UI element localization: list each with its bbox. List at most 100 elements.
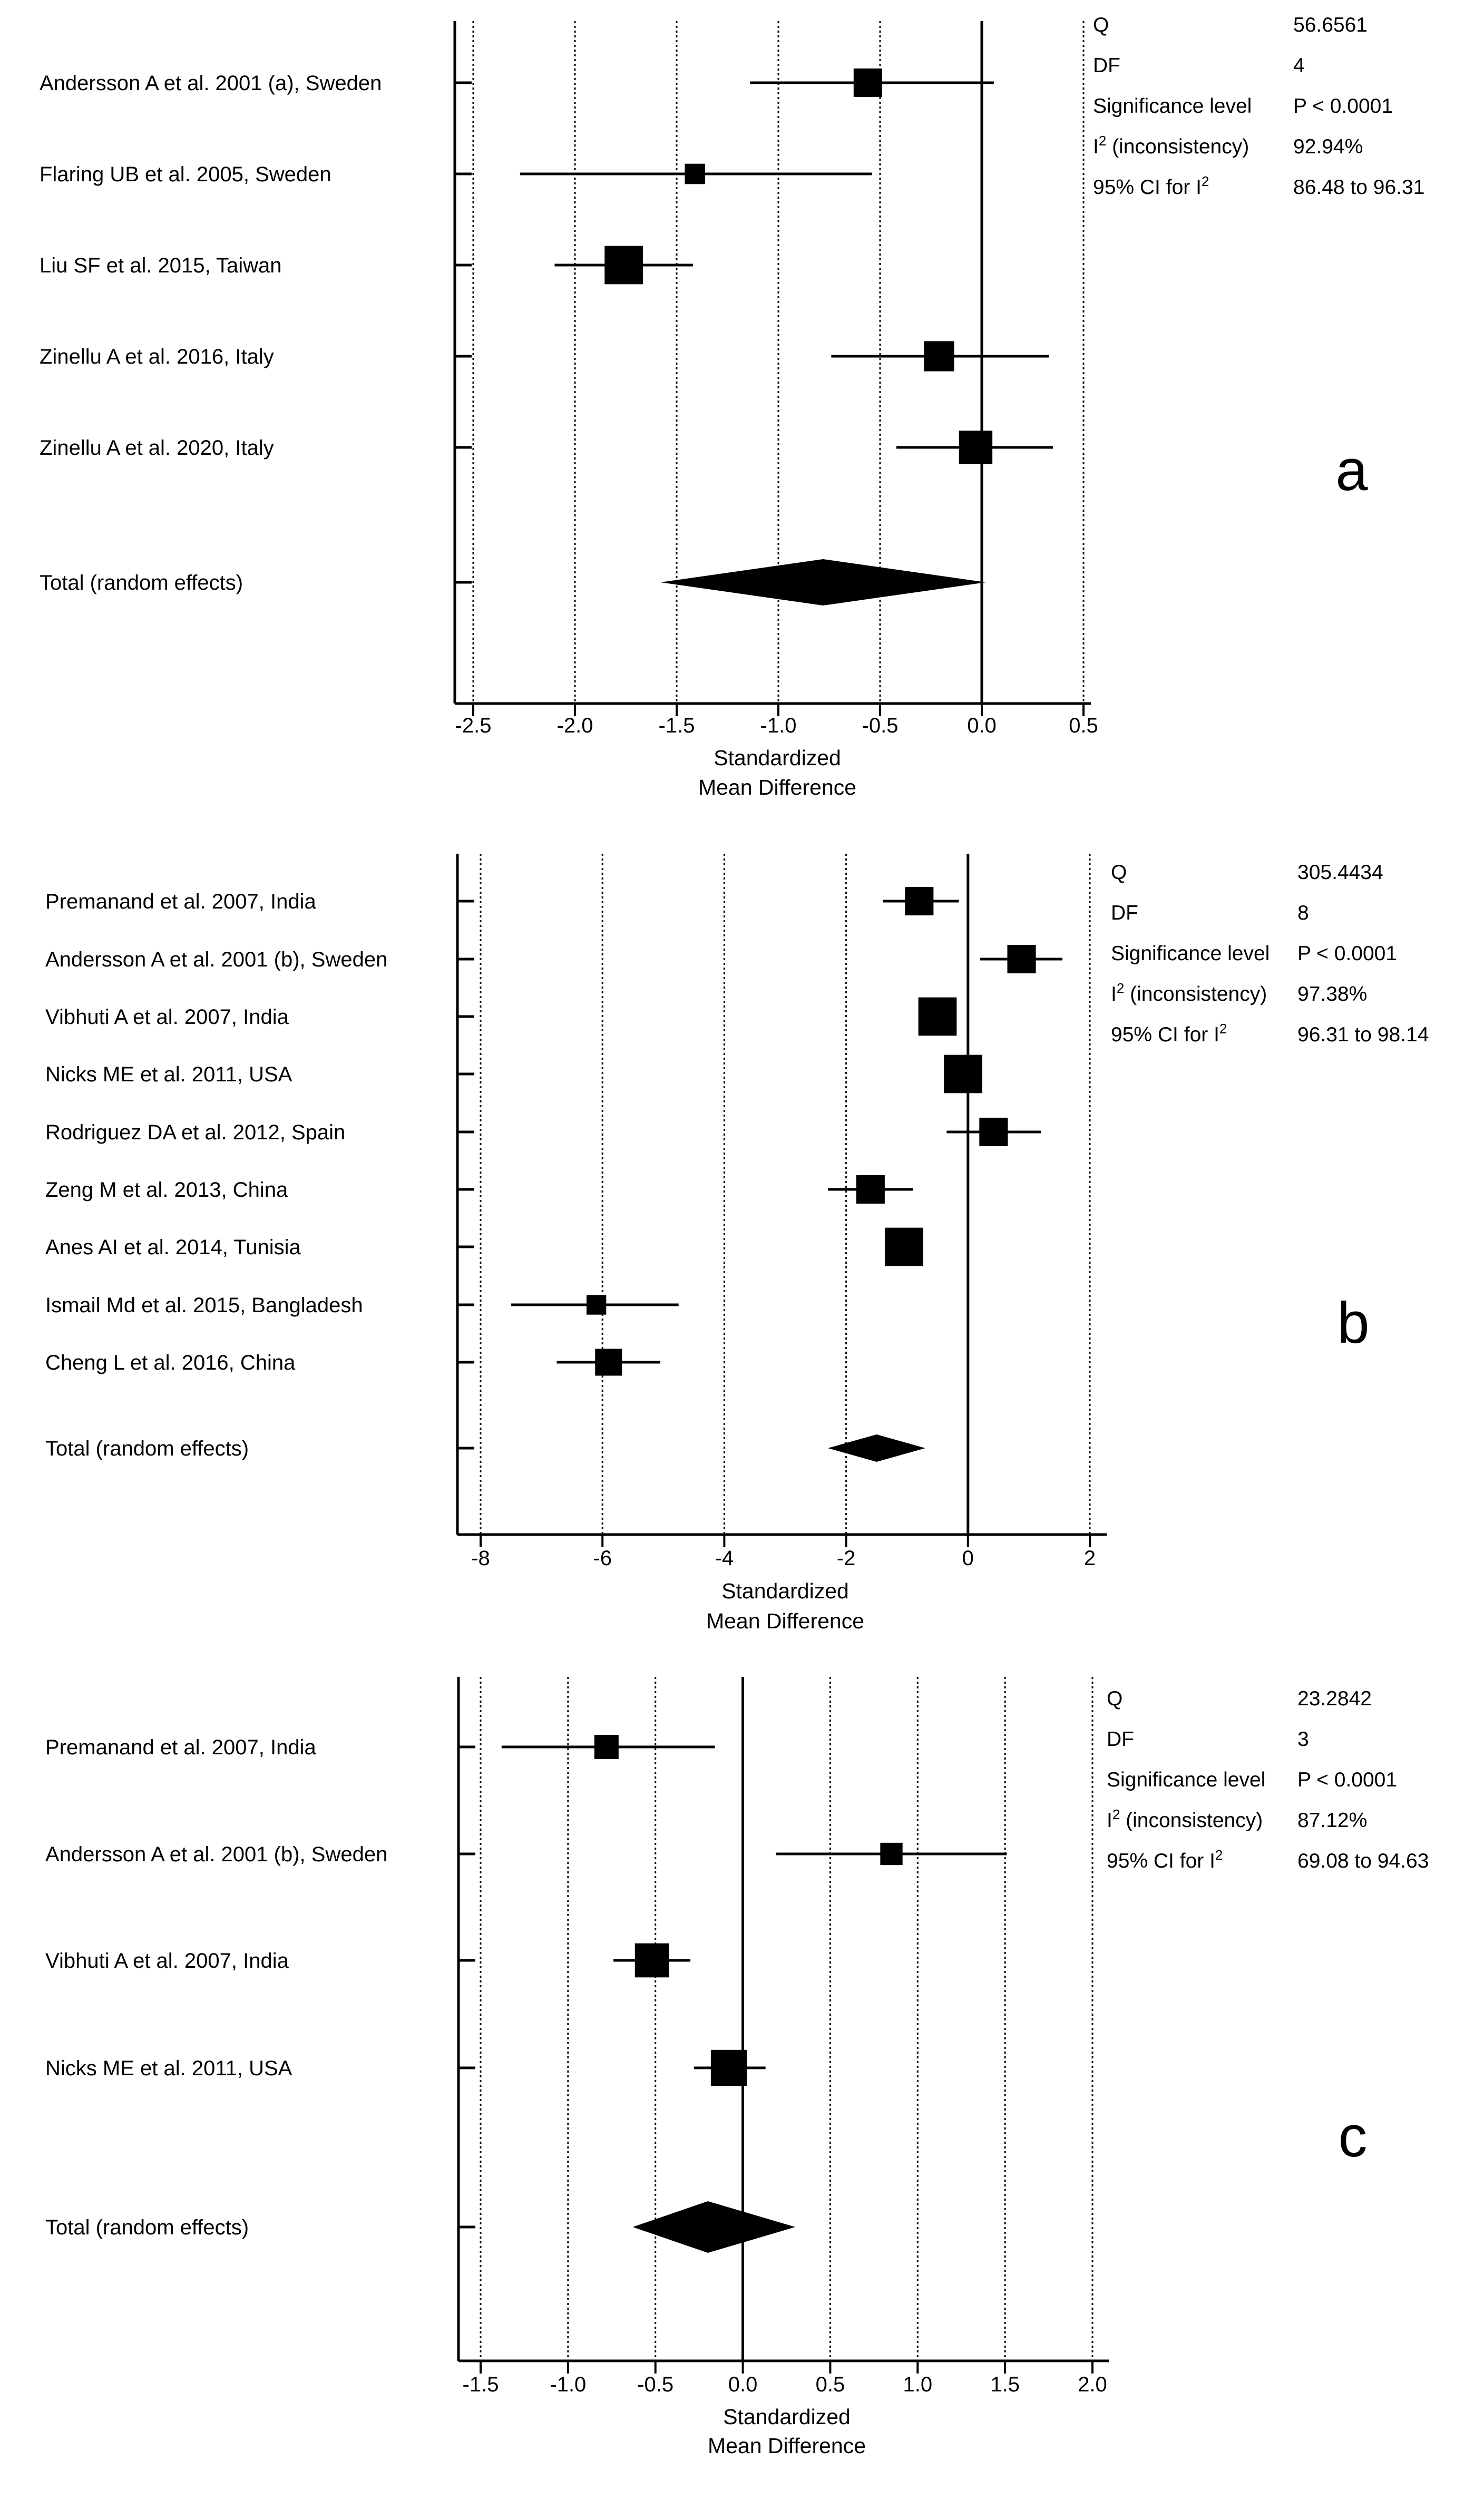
x-tick-label: -1.0: [760, 714, 797, 737]
x-tick-label: -1.5: [659, 714, 695, 737]
x-axis-title: Standardized: [721, 1579, 849, 1603]
x-axis-title-line2: Mean Difference: [698, 775, 856, 799]
study-point: [856, 1175, 885, 1204]
x-axis-title-line2: Mean Difference: [706, 1609, 864, 1633]
x-tick-label: 0.5: [816, 2373, 845, 2396]
x-tick-label: 1.0: [903, 2373, 932, 2396]
study-label: Zeng M et al. 2013, China: [45, 1178, 288, 1202]
x-tick-label: -6: [593, 1547, 612, 1570]
stat-name: DF: [1107, 1728, 1134, 1751]
x-tick-label: -1.0: [550, 2373, 586, 2396]
forest-panel-b: -8 -6 -4 -2 0 2 Standardized Mean Difference Pre…: [45, 854, 1429, 1633]
study-point: [944, 1054, 982, 1093]
stat-name: Q: [1093, 14, 1109, 36]
total-label: Total (random effects): [40, 571, 243, 594]
x-axis-title: Standardized: [723, 2405, 851, 2429]
x-tick-label: 0.5: [1069, 714, 1098, 737]
x-tick-label: -2.5: [455, 714, 492, 737]
study-point: [710, 2049, 747, 2086]
panel-letter: b: [1337, 1291, 1369, 1355]
panel-letter: a: [1335, 438, 1368, 503]
x-tick-label: 0: [962, 1547, 974, 1570]
stat-name: DF: [1093, 54, 1120, 77]
stat-value: 92.94%: [1293, 135, 1363, 158]
study-label: Cheng L et al. 2016, China: [45, 1351, 296, 1374]
stat-value: 96.31 to 98.14: [1297, 1023, 1429, 1046]
stat-name: Q: [1107, 1687, 1122, 1710]
x-tick-label: 2: [1084, 1547, 1096, 1570]
study-point: [905, 886, 934, 916]
study-label: Ismail Md et al. 2015, Bangladesh: [45, 1294, 363, 1317]
study-label: Zinellu A et al. 2020, Italy: [40, 436, 274, 460]
x-tick-label: -1.5: [463, 2373, 499, 2396]
stat-value: 87.12%: [1297, 1809, 1367, 1832]
panel-letter: c: [1339, 2104, 1368, 2169]
x-tick-label: -8: [471, 1547, 490, 1570]
stat-value: 69.08 to 94.63: [1297, 1850, 1429, 1872]
x-tick-label: 0.0: [967, 714, 997, 737]
forest-panel-c: -1.5 -1.0 -0.5 0.0 0.5 1.0 1.5 2.0 Standardized M…: [45, 1677, 1429, 2458]
stat-name: Significance level: [1107, 1769, 1265, 1791]
study-point: [685, 163, 706, 184]
study-point: [594, 1734, 619, 1760]
study-point: [586, 1295, 607, 1315]
study-label: Andersson A et al. 2001 (b), Sweden: [45, 948, 387, 971]
stat-value: P < 0.0001: [1293, 95, 1393, 118]
study-point: [885, 1227, 923, 1266]
stat-value: 4: [1293, 54, 1305, 77]
stat-value: P < 0.0001: [1297, 942, 1397, 965]
study-label: Flaring UB et al. 2005, Sweden: [40, 163, 331, 186]
study-label: Andersson A et al. 2001 (a), Sweden: [40, 72, 382, 95]
study-point: [1007, 944, 1036, 974]
stat-name: Significance level: [1093, 95, 1252, 118]
stat-value: 8: [1297, 902, 1309, 924]
stat-value: 3: [1297, 1728, 1309, 1751]
study-point: [918, 997, 957, 1036]
forest-panel-a: -2.5 -2.0 -1.5 -1.0 -0.5 0.0 0.5 Standardized Me…: [40, 14, 1424, 799]
stat-name: 95% CI for I2: [1093, 173, 1209, 199]
total-label: Total (random effects): [45, 1437, 249, 1460]
study-point: [634, 1943, 669, 1978]
stat-value: 86.48 to 96.31: [1293, 176, 1424, 199]
stat-value: 97.38%: [1297, 983, 1367, 1005]
study-point: [959, 431, 993, 464]
stat-name: 95% CI for I2: [1111, 1021, 1227, 1046]
study-label: Vibhuti A et al. 2007, India: [45, 1949, 289, 1972]
stat-value: P < 0.0001: [1297, 1769, 1397, 1791]
stat-name: Significance level: [1111, 942, 1270, 965]
x-tick-label: 1.5: [990, 2373, 1020, 2396]
study-label: Rodriguez DA et al. 2012, Spain: [45, 1121, 345, 1144]
study-label: Vibhuti A et al. 2007, India: [45, 1005, 289, 1029]
x-tick-label: -2: [837, 1547, 856, 1570]
stat-name: I2 (inconsistency): [1093, 133, 1249, 158]
pooled-diamond: [632, 2201, 796, 2253]
x-tick-label: 2.0: [1078, 2373, 1107, 2396]
stat-value: 305.4434: [1297, 861, 1383, 884]
pooled-diamond: [827, 1434, 925, 1462]
study-label: Nicks ME et al. 2011, USA: [45, 1063, 292, 1086]
study-point: [924, 341, 954, 372]
total-label: Total (random effects): [45, 2216, 249, 2239]
x-axis-title: Standardized: [714, 746, 841, 770]
x-tick-label: -2.0: [557, 714, 593, 737]
x-tick-label: 0.0: [728, 2373, 758, 2396]
stat-name: DF: [1111, 902, 1138, 924]
stat-name: Q: [1111, 861, 1127, 884]
stat-name: 95% CI for I2: [1107, 1847, 1223, 1872]
study-label: Anes AI et al. 2014, Tunisia: [45, 1236, 301, 1259]
study-label: Zinellu A et al. 2016, Italy: [40, 345, 274, 368]
study-point: [853, 68, 882, 97]
stat-name: I2 (inconsistency): [1107, 1806, 1263, 1832]
study-label: Premanand et al. 2007, India: [45, 1736, 316, 1759]
study-label: Andersson A et al. 2001 (b), Sweden: [45, 1843, 387, 1866]
x-axis-title-line2: Mean Difference: [708, 2434, 866, 2458]
stat-name: I2 (inconsistency): [1111, 980, 1267, 1005]
study-point: [604, 246, 643, 285]
study-point: [595, 1349, 622, 1376]
pooled-diamond: [660, 559, 986, 605]
stat-value: 23.2842: [1297, 1687, 1372, 1710]
study-point: [979, 1117, 1008, 1147]
study-point: [880, 1842, 903, 1866]
